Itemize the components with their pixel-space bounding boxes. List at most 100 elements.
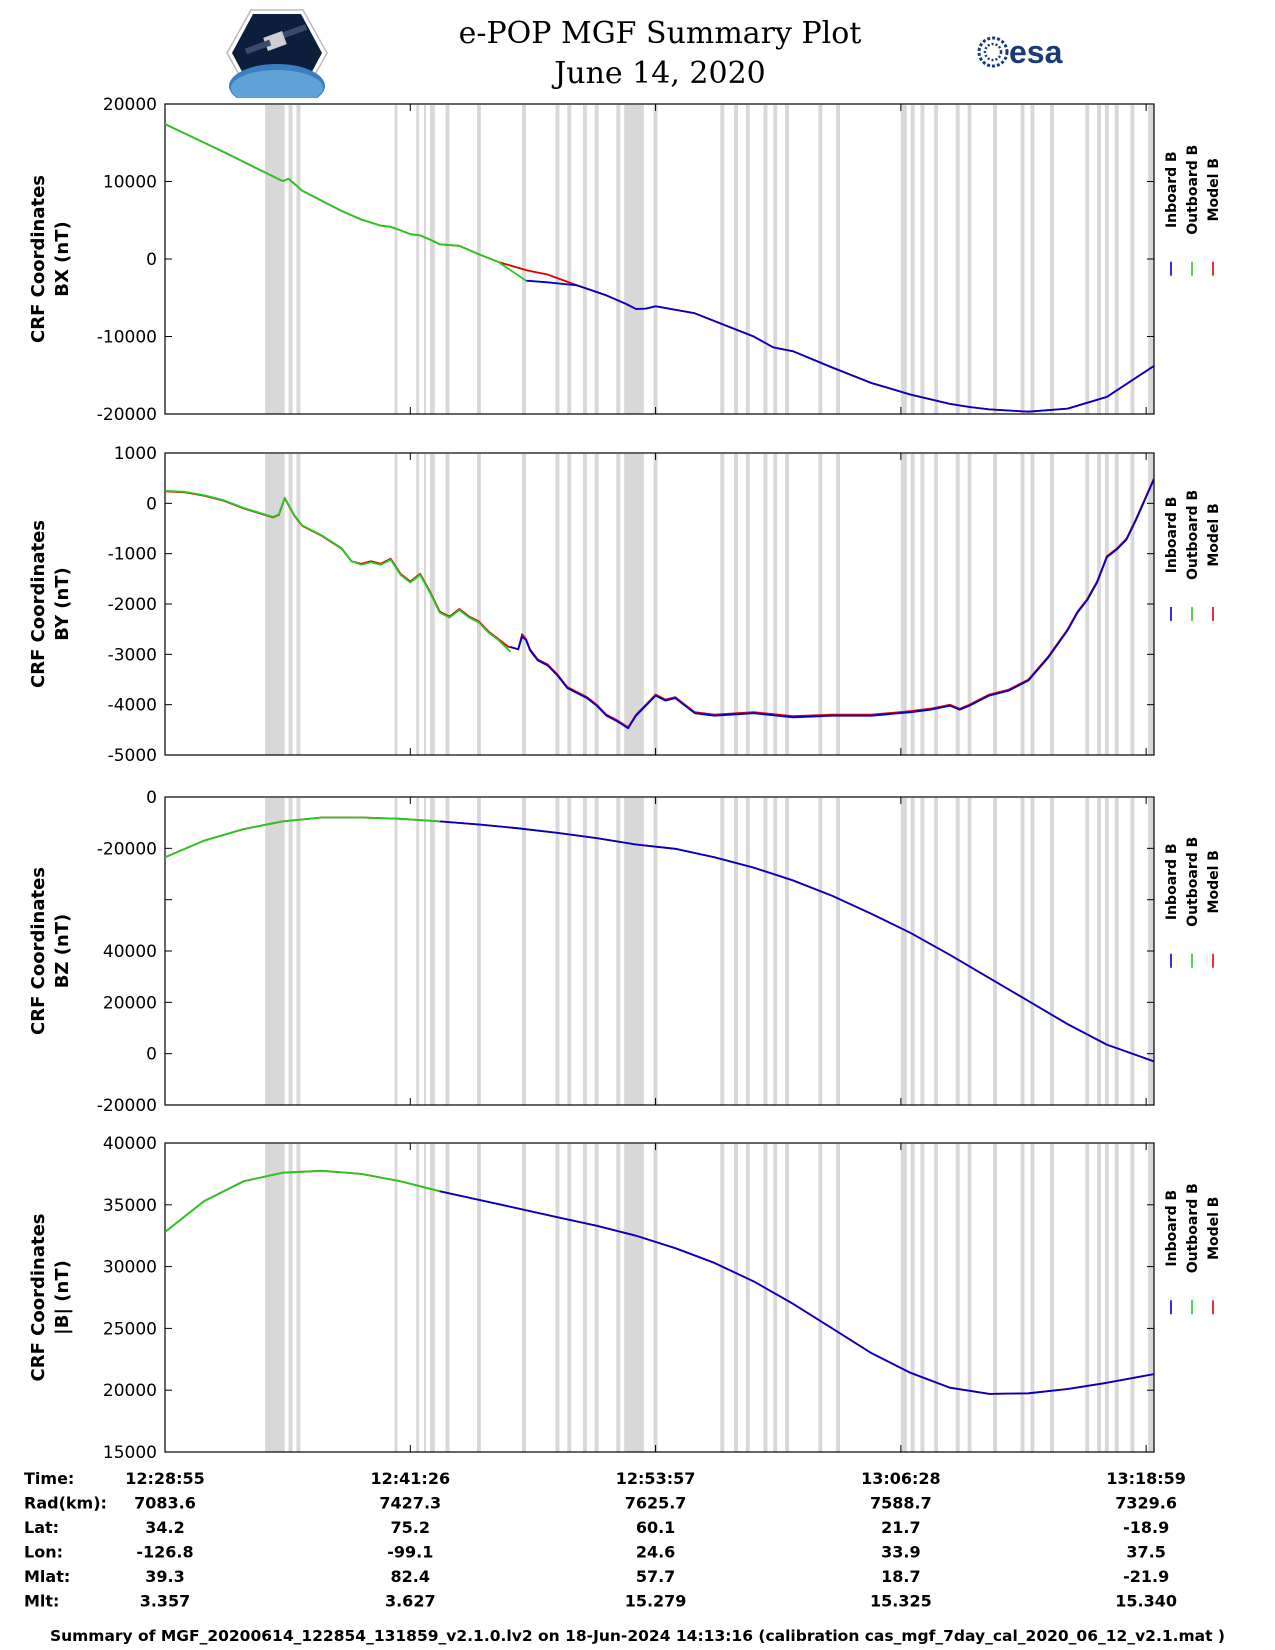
gap-band bbox=[745, 798, 750, 1105]
gap-band bbox=[993, 1144, 997, 1452]
gap-band bbox=[477, 454, 481, 755]
gap-band bbox=[967, 798, 972, 1105]
gap-band bbox=[394, 798, 398, 1105]
gap-band bbox=[624, 454, 644, 755]
y-axis-label-line-1: CRF Coordinates bbox=[28, 520, 49, 688]
y-axis-label-line-2: BZ (nT) bbox=[52, 914, 73, 989]
y-tick-label: 15000 bbox=[103, 1443, 157, 1463]
gap-band bbox=[720, 798, 725, 1105]
axes-box bbox=[164, 452, 1155, 756]
gap-band bbox=[1020, 1144, 1025, 1452]
ephemeris-value: 82.4 bbox=[391, 1567, 430, 1586]
ephemeris-row-label: Rad(km): bbox=[24, 1494, 107, 1513]
ephemeris-value: 7329.6 bbox=[1115, 1494, 1177, 1513]
gap-band bbox=[1020, 105, 1025, 414]
legend-label: Inboard B bbox=[1164, 843, 1180, 920]
ephemeris-value: 75.2 bbox=[391, 1518, 430, 1537]
ephemeris-value: 37.5 bbox=[1126, 1543, 1165, 1562]
gap-band bbox=[1085, 105, 1090, 414]
legend-label: Model B bbox=[1206, 158, 1222, 221]
ephemeris-value: 21.7 bbox=[881, 1518, 920, 1537]
series-line-outboard-b bbox=[165, 123, 527, 282]
ephemeris-value: 15.325 bbox=[870, 1592, 932, 1611]
gap-band bbox=[1097, 105, 1101, 414]
ephemeris-value: 34.2 bbox=[145, 1518, 184, 1537]
y-tick-label: 10000 bbox=[103, 173, 157, 193]
gap-band bbox=[967, 1144, 972, 1452]
axes-box bbox=[164, 796, 1155, 1106]
gap-band bbox=[296, 798, 301, 1105]
gap-band bbox=[1114, 798, 1119, 1105]
ephemeris-value: 24.6 bbox=[636, 1543, 675, 1562]
legend-label: Outboard B bbox=[1185, 837, 1201, 927]
gap-band bbox=[594, 1144, 599, 1452]
gap-band bbox=[785, 798, 789, 1105]
gap-band bbox=[424, 1144, 426, 1452]
gap-band bbox=[955, 105, 960, 414]
ephemeris-value: 7625.7 bbox=[625, 1494, 687, 1513]
gap-band bbox=[1020, 798, 1025, 1105]
gap-band bbox=[993, 105, 997, 414]
gap-band bbox=[416, 1144, 420, 1452]
gap-band bbox=[1030, 798, 1035, 1105]
gap-band bbox=[720, 105, 725, 414]
gap-band bbox=[910, 1144, 915, 1452]
series-line-inboard-b bbox=[510, 478, 1154, 730]
gap-band bbox=[934, 105, 939, 414]
gap-band bbox=[1085, 798, 1090, 1105]
gap-band bbox=[900, 1144, 907, 1452]
gap-band bbox=[594, 454, 599, 755]
gap-band bbox=[522, 1144, 526, 1452]
y-tick-label: 40000 bbox=[103, 1134, 157, 1154]
y-tick-label: 20000 bbox=[103, 1381, 157, 1401]
ephemeris-value: 13:18:59 bbox=[1106, 1469, 1186, 1488]
ephemeris-value: 18.7 bbox=[881, 1567, 920, 1586]
y-tick-label: 35000 bbox=[103, 1196, 157, 1216]
series-line-outboard-b bbox=[165, 1169, 440, 1233]
gap-band bbox=[836, 798, 840, 1105]
gap-band bbox=[1130, 454, 1135, 755]
y-tick-label: 20000 bbox=[103, 993, 157, 1013]
y-tick-label: 1000 bbox=[114, 444, 157, 464]
gap-band bbox=[763, 105, 768, 414]
gap-band bbox=[429, 1144, 435, 1452]
gap-band bbox=[445, 105, 450, 414]
footer-caption: Summary of MGF_20200614_122854_131859_v2… bbox=[49, 1627, 1226, 1645]
y-tick-label: 40000 bbox=[103, 942, 157, 962]
gap-band bbox=[624, 1144, 644, 1452]
gap-band bbox=[934, 798, 939, 1105]
gap-band bbox=[900, 454, 907, 755]
gap-band bbox=[955, 454, 960, 755]
gap-band bbox=[616, 105, 621, 414]
ephemeris-value: -126.8 bbox=[136, 1543, 193, 1562]
gap-band bbox=[567, 454, 572, 755]
legend-label: Inboard B bbox=[1164, 151, 1180, 228]
gap-band bbox=[836, 105, 840, 414]
series-line-model-b bbox=[165, 477, 1154, 729]
gap-band bbox=[745, 454, 750, 755]
gap-band bbox=[616, 1144, 621, 1452]
y-tick-label: -20000 bbox=[97, 1096, 157, 1116]
gap-band bbox=[745, 1144, 750, 1452]
gap-band bbox=[763, 798, 768, 1105]
ephemeris-value: 12:53:57 bbox=[616, 1469, 696, 1488]
gap-band bbox=[296, 1144, 301, 1452]
y-tick-label: 0 bbox=[146, 788, 157, 808]
gap-band bbox=[296, 105, 301, 414]
series-line-model-b bbox=[165, 1169, 1154, 1395]
y-tick-label: 0 bbox=[146, 250, 157, 270]
gap-band bbox=[1114, 454, 1119, 755]
gap-band bbox=[1030, 1144, 1035, 1452]
gap-band bbox=[567, 105, 572, 414]
ephemeris-value: 39.3 bbox=[145, 1567, 184, 1586]
series-line-inboard-b bbox=[526, 279, 1154, 413]
gap-band bbox=[624, 105, 644, 414]
gap-band bbox=[993, 454, 997, 755]
gap-band bbox=[934, 1144, 939, 1452]
gap-band bbox=[910, 454, 915, 755]
gap-band bbox=[785, 454, 789, 755]
gap-band bbox=[583, 454, 587, 755]
gap-band bbox=[1050, 454, 1054, 755]
gap-band bbox=[920, 1144, 925, 1452]
y-tick-label: 30000 bbox=[103, 1258, 157, 1278]
